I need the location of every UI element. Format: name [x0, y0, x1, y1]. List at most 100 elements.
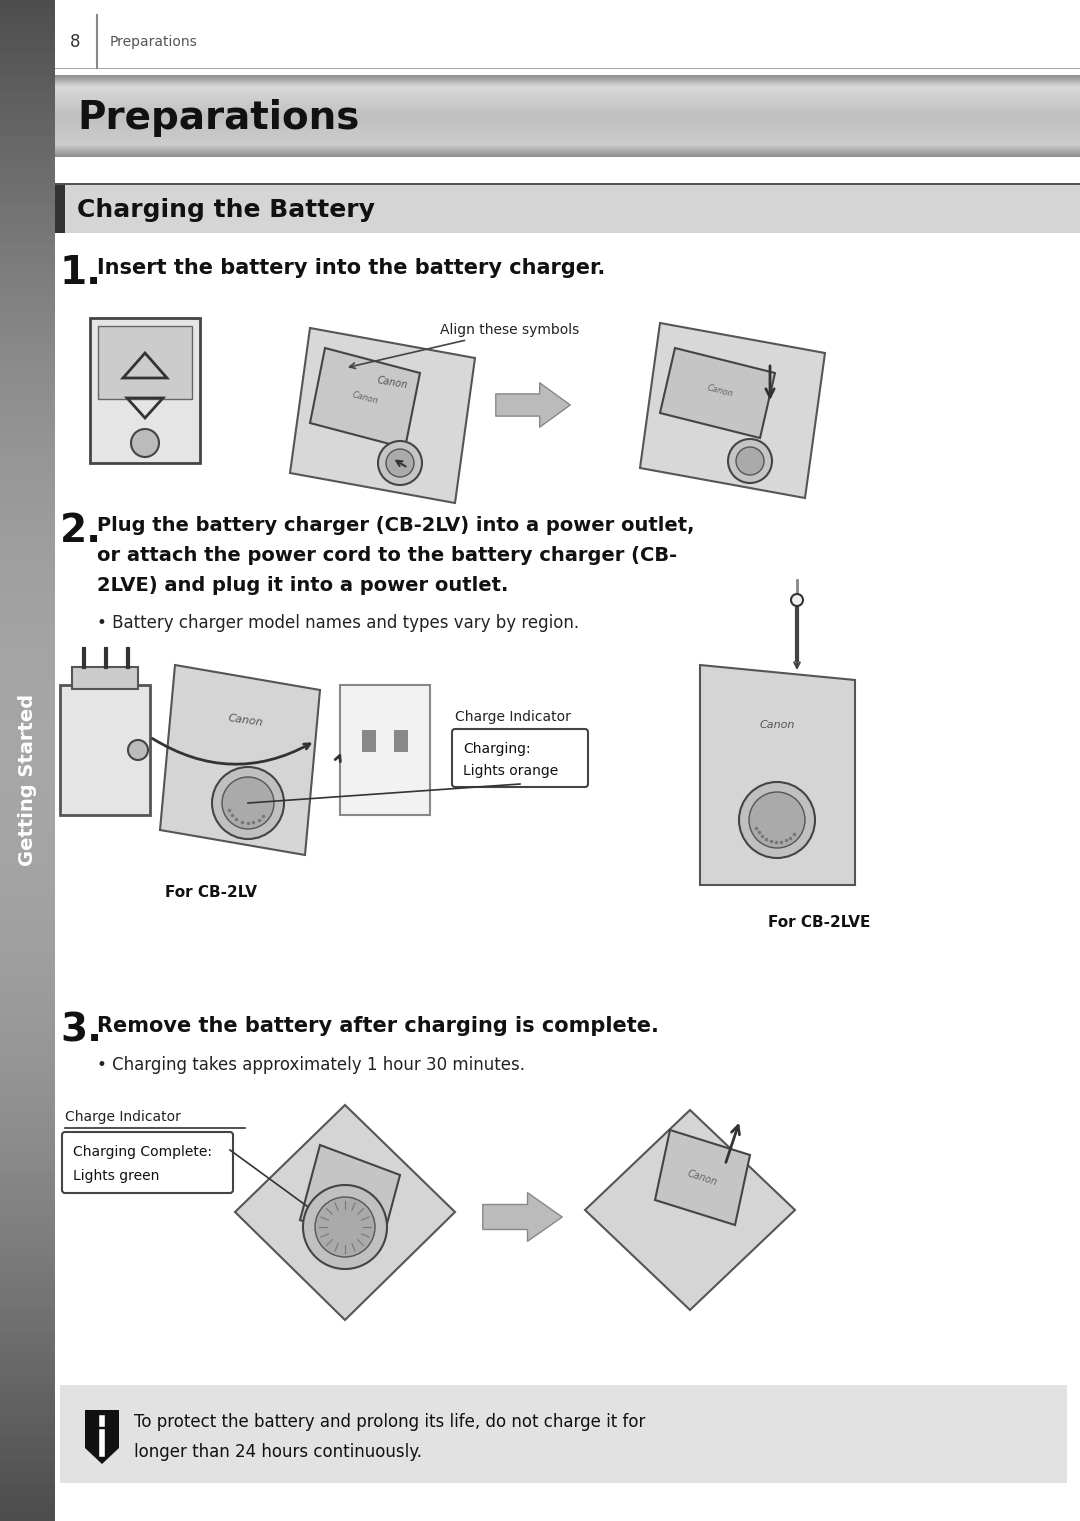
Bar [55, 186, 65, 233]
Circle shape [739, 782, 815, 858]
Bar [0, 1118, 55, 1126]
Bar [60, 1386, 1067, 1483]
Bar [0, 1262, 55, 1270]
Bar [0, 996, 55, 1004]
Bar [0, 1483, 55, 1491]
Bar [0, 890, 55, 897]
Text: Align these symbols: Align these symbols [350, 322, 579, 368]
Bar [0, 601, 55, 608]
Bar [0, 350, 55, 357]
Bar [0, 1475, 55, 1483]
Text: • Charging takes approximately 1 hour 30 minutes.: • Charging takes approximately 1 hour 30… [97, 1056, 525, 1074]
Bar [0, 46, 55, 53]
Bar [0, 1460, 55, 1468]
Bar [65, 186, 1080, 233]
Bar [0, 715, 55, 722]
Bar [0, 205, 55, 213]
Bar [0, 989, 55, 996]
Text: Remove the battery after charging is complete.: Remove the battery after charging is com… [97, 1016, 659, 1036]
Bar [0, 243, 55, 251]
Bar [0, 730, 55, 738]
Bar [0, 1422, 55, 1430]
Bar [0, 799, 55, 806]
Bar [0, 951, 55, 958]
Bar [0, 274, 55, 281]
Bar [0, 1384, 55, 1392]
Bar [0, 1453, 55, 1460]
Text: or attach the power cord to the battery charger (CB-: or attach the power cord to the battery … [97, 546, 677, 564]
Bar [0, 753, 55, 760]
Bar [0, 1323, 55, 1331]
Bar [0, 23, 55, 30]
Polygon shape [85, 1410, 119, 1465]
Text: For CB-2LVE: For CB-2LVE [768, 916, 870, 929]
Bar [0, 768, 55, 776]
Text: Canon: Canon [706, 383, 734, 399]
Bar [0, 1377, 55, 1384]
Bar [0, 137, 55, 144]
Bar [0, 1126, 55, 1133]
Bar [0, 129, 55, 137]
Circle shape [386, 449, 414, 478]
Bar [0, 1399, 55, 1407]
Text: Charge Indicator: Charge Indicator [455, 710, 571, 724]
Text: Getting Started: Getting Started [18, 694, 37, 865]
Bar [0, 540, 55, 548]
Bar [0, 525, 55, 532]
Bar [0, 1042, 55, 1049]
Bar [0, 312, 55, 319]
Bar [0, 1057, 55, 1065]
Bar [0, 99, 55, 106]
Bar [0, 144, 55, 152]
Bar [0, 654, 55, 662]
Bar [0, 38, 55, 46]
Bar [0, 380, 55, 388]
Bar [0, 1316, 55, 1323]
Bar [0, 973, 55, 981]
Bar [0, 190, 55, 198]
Bar [0, 61, 55, 68]
Bar [0, 692, 55, 700]
Bar [0, 593, 55, 601]
Circle shape [212, 767, 284, 840]
Bar [0, 1285, 55, 1293]
Bar [0, 563, 55, 570]
Bar [0, 411, 55, 418]
Text: To protect the battery and prolong its life, do not charge it for: To protect the battery and prolong its l… [134, 1413, 646, 1431]
Bar [0, 152, 55, 160]
Polygon shape [660, 348, 775, 438]
Circle shape [378, 441, 422, 485]
Bar [0, 68, 55, 76]
Bar [0, 0, 55, 8]
Bar [0, 639, 55, 646]
Bar [0, 586, 55, 593]
Bar [0, 426, 55, 433]
Bar [0, 548, 55, 555]
Bar [340, 684, 430, 815]
Circle shape [735, 447, 764, 475]
Text: Charging the Battery: Charging the Battery [77, 198, 375, 222]
Bar [0, 1445, 55, 1453]
Text: longer than 24 hours continuously.: longer than 24 hours continuously. [134, 1443, 422, 1462]
Text: Lights orange: Lights orange [463, 764, 558, 779]
Text: Canon: Canon [759, 719, 795, 730]
Bar [0, 624, 55, 631]
FancyBboxPatch shape [453, 729, 588, 786]
Bar [0, 221, 55, 228]
Text: Canon: Canon [351, 391, 379, 406]
Text: • Battery charger model names and types vary by region.: • Battery charger model names and types … [97, 614, 579, 633]
FancyArrowPatch shape [483, 1192, 563, 1241]
Bar [0, 852, 55, 859]
Text: Canon: Canon [376, 376, 408, 391]
Bar [0, 532, 55, 540]
Bar [0, 1240, 55, 1247]
Bar [0, 327, 55, 335]
Bar [0, 1217, 55, 1224]
Polygon shape [235, 1104, 455, 1320]
Bar [0, 1080, 55, 1088]
Bar [0, 1179, 55, 1186]
Bar [0, 867, 55, 875]
Bar [0, 738, 55, 745]
Bar [90, 318, 200, 462]
Bar [394, 730, 408, 751]
